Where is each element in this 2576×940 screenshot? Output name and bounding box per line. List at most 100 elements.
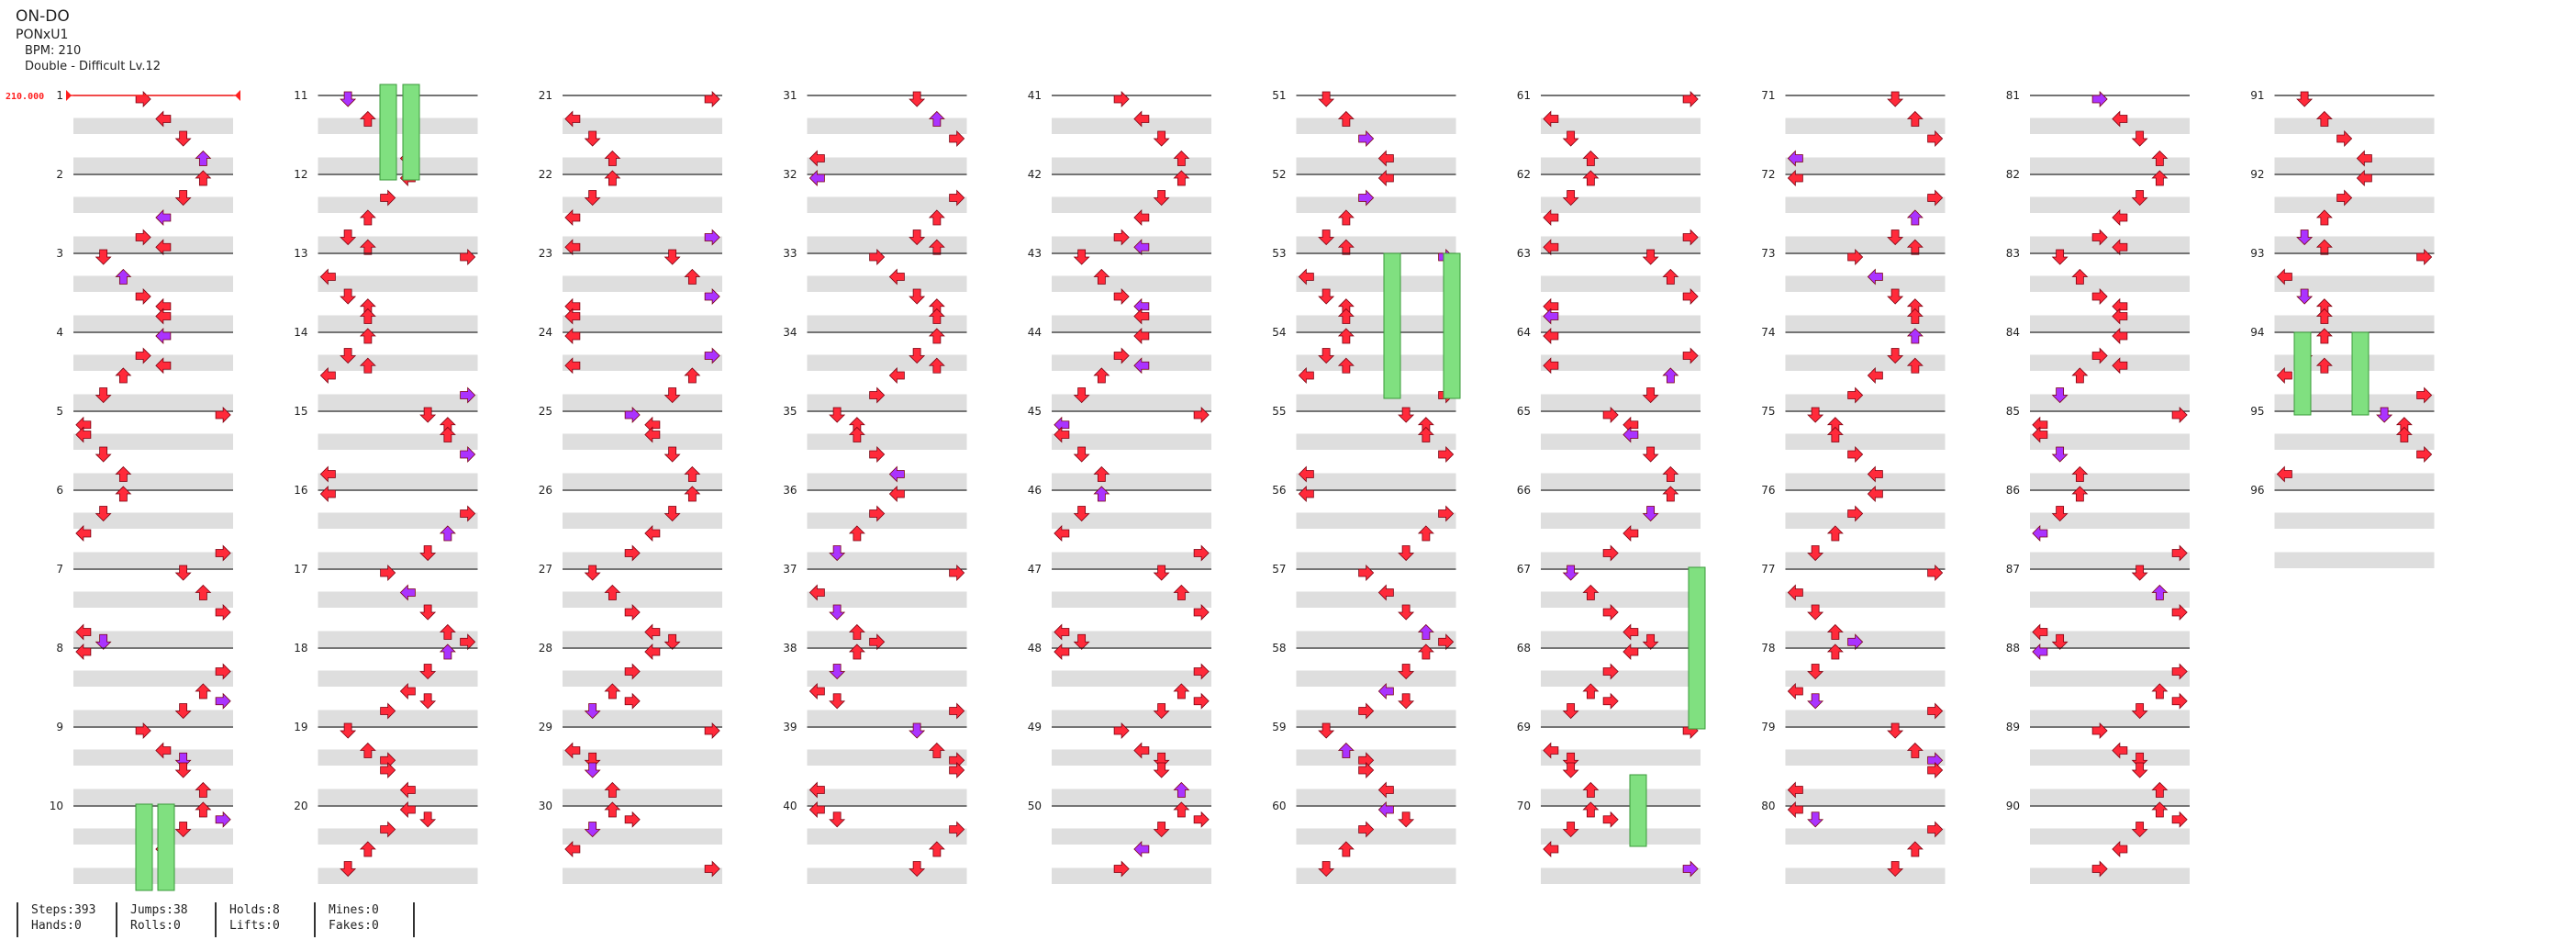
beat-row-shade: [1541, 591, 1701, 608]
step-arrow: [1642, 446, 1659, 463]
beat-row-shade: [807, 473, 967, 489]
step-arrow: [135, 347, 151, 364]
measure: 69: [1517, 721, 1701, 805]
measure: 86: [2006, 484, 2190, 568]
step-arrow: [564, 841, 581, 857]
beat-row-shade: [1052, 157, 1211, 173]
measure: 47: [1028, 563, 1211, 650]
measure: 94: [2250, 326, 2435, 410]
jumps-count: Jumps:38: [130, 903, 188, 917]
step-arrow: [380, 565, 396, 581]
measure: 67: [1517, 563, 1701, 650]
measure: 82: [2006, 168, 2190, 256]
beat-row-shade: [807, 354, 967, 371]
step-arrow: [2315, 357, 2333, 374]
beat-row-shade: [563, 749, 722, 766]
beat-row-shade: [73, 157, 233, 173]
step-arrow: [2032, 525, 2048, 542]
step-arrow: [1906, 239, 1924, 255]
beat-row-shade: [1541, 433, 1701, 450]
step-arrow: [829, 407, 846, 423]
hold-bar: [402, 84, 420, 181]
measure-number: 96: [2250, 484, 2264, 497]
step-arrow: [564, 357, 581, 375]
measure-number: 90: [2006, 800, 2020, 812]
beat-row-shade: [2030, 710, 2190, 726]
step-arrow: [1807, 693, 1824, 710]
beat-row-shade: [563, 315, 722, 331]
measure-number: 53: [1272, 247, 1286, 260]
measure: 43: [1028, 247, 1211, 331]
step-arrow: [1887, 861, 1904, 878]
measure-number: 28: [539, 642, 552, 655]
step-arrow: [419, 604, 437, 621]
step-arrow: [340, 288, 357, 305]
step-arrow: [2091, 229, 2108, 246]
step-arrow: [2296, 288, 2314, 305]
beat-row-shade: [1296, 867, 1456, 884]
beat-row-shade: [1296, 236, 1456, 252]
measure-number: 5: [56, 405, 63, 418]
step-arrow: [2151, 150, 2169, 166]
beat-row-shade: [807, 315, 967, 331]
beat-row-shade: [1296, 828, 1456, 845]
beat-row-shade: [73, 118, 233, 134]
step-arrow: [1153, 822, 1170, 838]
measure: 3: [56, 247, 233, 331]
beat-row-shade: [2274, 473, 2435, 489]
step-arrow: [1602, 692, 1619, 710]
step-arrow: [2395, 426, 2413, 442]
step-arrow: [1337, 308, 1355, 324]
step-arrow: [1133, 110, 1150, 128]
stats-group-jumps: Jumps:38 Rolls:0: [116, 902, 188, 937]
beat-row-shade: [563, 433, 722, 450]
beat-row-shade: [2030, 394, 2190, 410]
measure: 12: [294, 168, 478, 255]
step-arrow: [319, 268, 336, 285]
measure-number: 60: [1272, 800, 1286, 812]
beat-row-shade: [318, 867, 478, 884]
measure: 95: [2250, 405, 2435, 489]
step-arrow: [75, 525, 92, 542]
step-arrow: [848, 623, 865, 640]
beat-row-shade: [1296, 118, 1456, 134]
step-arrow: [1337, 209, 1355, 226]
beat-row-shade: [2274, 433, 2435, 450]
bpm-label: BPM: 210: [25, 44, 82, 58]
beat-row-shade: [563, 354, 722, 371]
step-arrow: [359, 742, 376, 758]
step-arrow: [2416, 386, 2433, 404]
measure-number: 92: [2250, 168, 2264, 181]
step-arrow: [928, 357, 945, 374]
measure-number: 44: [1028, 326, 1042, 339]
beat-row-shade: [563, 512, 722, 529]
beat-row-shade: [1541, 670, 1701, 687]
beat-row-shade: [563, 670, 722, 687]
stats-end-divider: [413, 902, 415, 937]
measure: 56: [1272, 484, 1456, 568]
beat-row-shade: [1296, 789, 1456, 805]
beat-row-shade: [1785, 789, 1946, 805]
step-arrow: [1337, 328, 1355, 344]
measure-number: 41: [1028, 89, 1042, 102]
beat-row-shade: [807, 157, 967, 173]
step-arrow: [174, 762, 192, 778]
measure: 40: [783, 800, 967, 884]
step-arrow: [1623, 525, 1639, 542]
step-arrow: [664, 446, 681, 463]
beat-row-shade: [1541, 236, 1701, 252]
step-arrow: [1847, 446, 1864, 463]
step-arrow: [704, 91, 720, 107]
bpm-marker-label: 210.000: [6, 92, 44, 102]
step-arrow: [1927, 130, 1944, 147]
step-arrow: [1582, 683, 1600, 699]
step-arrow: [888, 367, 905, 384]
step-arrow: [564, 742, 581, 759]
step-arrow: [1173, 150, 1190, 166]
step-arrow: [1417, 623, 1434, 640]
beat-row-shade: [1052, 315, 1211, 331]
step-arrow: [1318, 861, 1335, 878]
step-arrow: [1153, 762, 1170, 778]
measure: 31: [783, 89, 967, 173]
beat-row-shade: [73, 670, 233, 687]
